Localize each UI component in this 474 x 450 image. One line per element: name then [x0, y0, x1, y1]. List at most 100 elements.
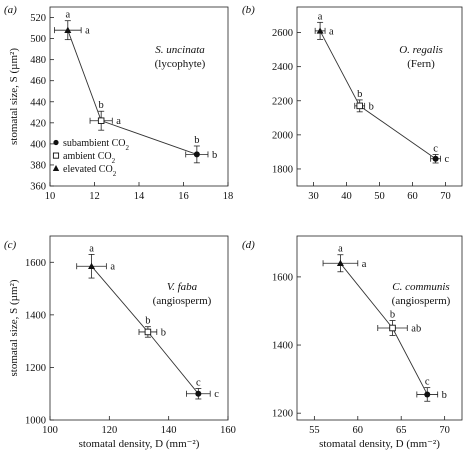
y-tick-label: 1600: [25, 258, 46, 269]
significance-letter-y: b: [357, 89, 362, 100]
y-tick-label: 2200: [272, 96, 293, 107]
significance-letter-x: a: [362, 259, 367, 270]
x-axis-label: stomatal density, D (mm⁻²): [319, 438, 440, 450]
y-tick-label: 1200: [272, 409, 293, 420]
x-tick-label: 70: [440, 191, 451, 202]
panel-label: (a): [4, 4, 17, 16]
chart-subtitle: (angiosperm): [392, 295, 451, 307]
chart-subtitle: (Fern): [407, 58, 435, 70]
y-axis-label: stomatal size, S (µm²): [8, 48, 20, 145]
chart-subtitle: (angiosperm): [153, 295, 212, 307]
panel-label: (c): [4, 239, 17, 251]
chart-title: V. faba: [167, 281, 198, 293]
legend-label: subambient CO2: [63, 138, 130, 152]
data-point-elevated: [88, 262, 96, 270]
significance-letter-y: b: [390, 310, 395, 321]
y-tick-label: 500: [30, 34, 46, 45]
y-tick-label: 1000: [25, 416, 46, 427]
y-tick-label: 1600: [272, 272, 293, 283]
legend-marker-ambient: [52, 152, 60, 159]
legend-label: elevated CO2: [63, 164, 117, 178]
significance-letter-y: c: [433, 143, 438, 154]
y-tick-label: 420: [30, 118, 46, 129]
data-point-ambient: [144, 328, 152, 336]
legend-marker-elevated: [52, 165, 60, 171]
data-point-subambient: [424, 391, 431, 398]
x-tick-label: 60: [407, 191, 418, 202]
data-point-subambient: [195, 390, 202, 397]
significance-letter-x: b: [369, 101, 374, 112]
chart-panel-3: (c) 100 120 140 160 1000 1200 1400 1600 V. faba (a…: [4, 235, 236, 450]
y-tick-label: 400: [30, 139, 46, 150]
y-tick-label: 1800: [272, 164, 293, 175]
x-tick-label: 100: [42, 425, 58, 436]
y-tick-label: 2000: [272, 130, 293, 141]
x-tick-label: 18: [223, 191, 234, 202]
y-tick-label: 460: [30, 76, 46, 87]
y-tick-label: 520: [30, 13, 46, 24]
x-tick-label: 160: [220, 425, 236, 436]
x-tick-label: 14: [134, 191, 145, 202]
y-tick-label: 440: [30, 97, 46, 108]
chart-panel-4: (d) 55 60 65 70 1200 1400 1600 C. communis (angio…: [242, 235, 463, 450]
x-tick-label: 70: [439, 425, 450, 436]
chart-title: S. uncinata: [155, 44, 205, 56]
significance-letter-y: a: [318, 11, 323, 22]
y-tick-label: 1200: [25, 363, 46, 374]
y-tick-label: 480: [30, 55, 46, 66]
legend-label: ambient CO2: [63, 151, 116, 165]
significance-letter-y: c: [425, 377, 430, 388]
data-point-elevated: [64, 26, 72, 33]
x-tick-label: 120: [101, 425, 117, 436]
x-tick-label: 16: [178, 191, 189, 202]
data-point-subambient: [432, 155, 439, 162]
significance-letter-x: a: [85, 26, 90, 37]
chart-title: O. regalis: [399, 44, 443, 56]
x-tick-label: 65: [396, 425, 407, 436]
panel-label: (d): [242, 239, 255, 251]
significance-letter-x: a: [110, 262, 115, 273]
significance-letter-x: c: [445, 154, 450, 165]
significance-letter-x: a: [329, 26, 334, 37]
x-tick-label: 10: [45, 191, 56, 202]
y-tick-label: 380: [30, 160, 46, 171]
x-tick-label: 55: [309, 425, 320, 436]
significance-letter-y: b: [194, 135, 199, 146]
chart-title: C. communis: [392, 281, 449, 293]
x-tick-label: 60: [353, 425, 364, 436]
x-tick-label: 50: [374, 191, 385, 202]
y-tick-label: 1400: [272, 341, 293, 352]
significance-letter-x: b: [442, 390, 447, 401]
data-point-elevated: [336, 259, 344, 267]
chart-subtitle: (lycophyte): [155, 58, 206, 70]
significance-letter-y: a: [338, 244, 343, 255]
chart-panel-1: (a) 10 12 14 16 18 360 380 400 420 440 460 480 500 520…: [4, 4, 233, 202]
panel-label: (b): [242, 4, 255, 16]
significance-letter-x: b: [212, 150, 217, 161]
significance-letter-y: b: [99, 100, 104, 111]
x-tick-label: 30: [308, 191, 319, 202]
data-point-ambient: [97, 117, 105, 124]
y-tick-label: 2600: [272, 28, 293, 39]
y-tick-label: 2400: [272, 62, 293, 73]
significance-letter-x: c: [214, 389, 219, 400]
significance-letter-x: ab: [411, 324, 421, 335]
significance-letter-y: b: [145, 316, 150, 327]
data-point-ambient: [389, 324, 396, 332]
plot-frame: [49, 235, 229, 421]
legend-marker-subambient: [53, 139, 59, 146]
y-axis-label: stomatal size, S (µm²): [8, 279, 20, 376]
x-tick-label: 40: [341, 191, 352, 202]
significance-letter-x: b: [161, 327, 166, 338]
significance-letter-y: a: [89, 243, 94, 254]
x-axis-label: stomatal density, D (mm⁻²): [79, 438, 200, 450]
data-point-ambient: [356, 102, 363, 110]
data-point-subambient: [193, 151, 200, 158]
significance-letter-x: a: [116, 116, 121, 127]
y-tick-label: 1400: [25, 310, 46, 321]
data-point-elevated: [316, 27, 324, 34]
y-tick-label: 360: [30, 182, 46, 193]
chart-panel-2: (b) 30 40 50 60 70 1800 2000 2200 2400 2600 O. rega…: [242, 4, 463, 202]
